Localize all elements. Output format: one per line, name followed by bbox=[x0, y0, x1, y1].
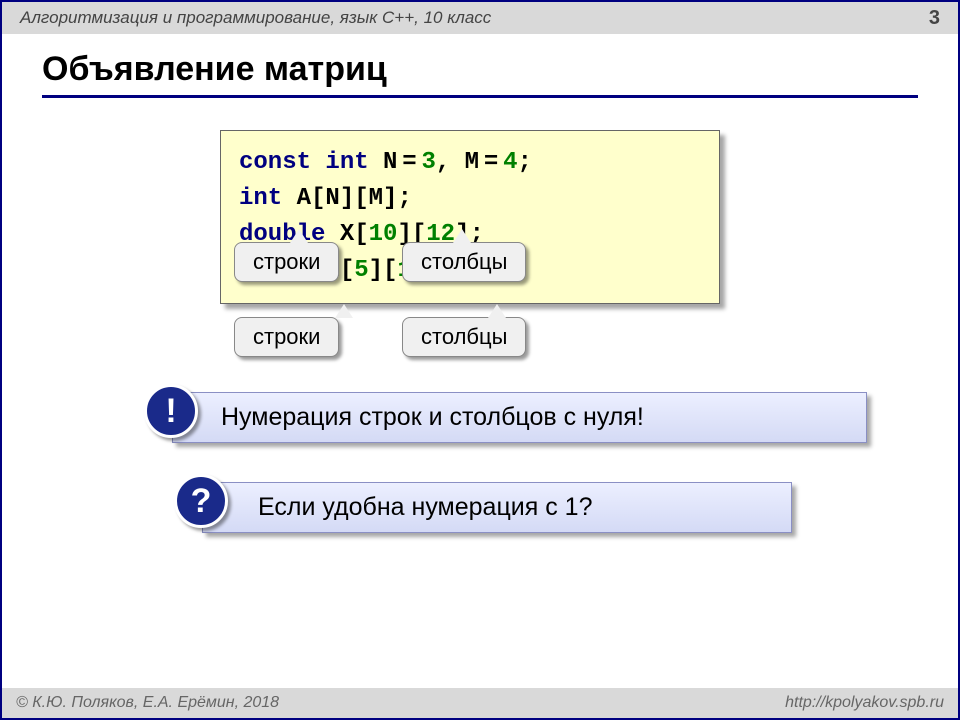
number: 3 bbox=[421, 149, 435, 176]
note-question: Если удобна нумерация с 1? bbox=[202, 482, 792, 533]
note-important: Нумерация строк и столбцов с нуля! bbox=[172, 392, 867, 443]
keyword: const int bbox=[239, 149, 369, 176]
page-number: 3 bbox=[929, 7, 940, 30]
footer-url: http://kpolyakov.spb.ru bbox=[785, 694, 944, 712]
code-text: A[N][M]; bbox=[282, 185, 412, 212]
code-text: , M bbox=[436, 149, 479, 176]
number: 4 bbox=[503, 149, 517, 176]
question-icon: ? bbox=[174, 474, 228, 528]
eq: = bbox=[484, 149, 498, 176]
number: 10 bbox=[369, 221, 398, 248]
number: 5 bbox=[354, 257, 368, 284]
slide: Алгоритмизация и программирование, язык … bbox=[0, 0, 960, 720]
callout-cols-1: столбцы bbox=[402, 242, 526, 282]
callout-rows-1: строки bbox=[234, 242, 339, 282]
header-text: Алгоритмизация и программирование, язык … bbox=[20, 8, 491, 28]
footer-copyright: © К.Ю. Поляков, Е.А. Ерёмин, 2018 bbox=[16, 694, 279, 712]
page-title: Объявление матриц bbox=[42, 50, 918, 98]
header-bar: Алгоритмизация и программирование, язык … bbox=[2, 2, 958, 34]
callout-cols-2: столбцы bbox=[402, 317, 526, 357]
keyword: int bbox=[239, 185, 282, 212]
callout-rows-2: строки bbox=[234, 317, 339, 357]
footer-bar: © К.Ю. Поляков, Е.А. Ерёмин, 2018 http:/… bbox=[2, 688, 958, 718]
code-text: ][ bbox=[369, 257, 398, 284]
code-text: N bbox=[369, 149, 398, 176]
eq: = bbox=[402, 149, 416, 176]
exclamation-icon: ! bbox=[144, 384, 198, 438]
code-text: ; bbox=[518, 149, 532, 176]
code-line-1: const int N = 3, M = 4; bbox=[239, 145, 701, 181]
code-line-2: int A[N][M]; bbox=[239, 181, 701, 217]
